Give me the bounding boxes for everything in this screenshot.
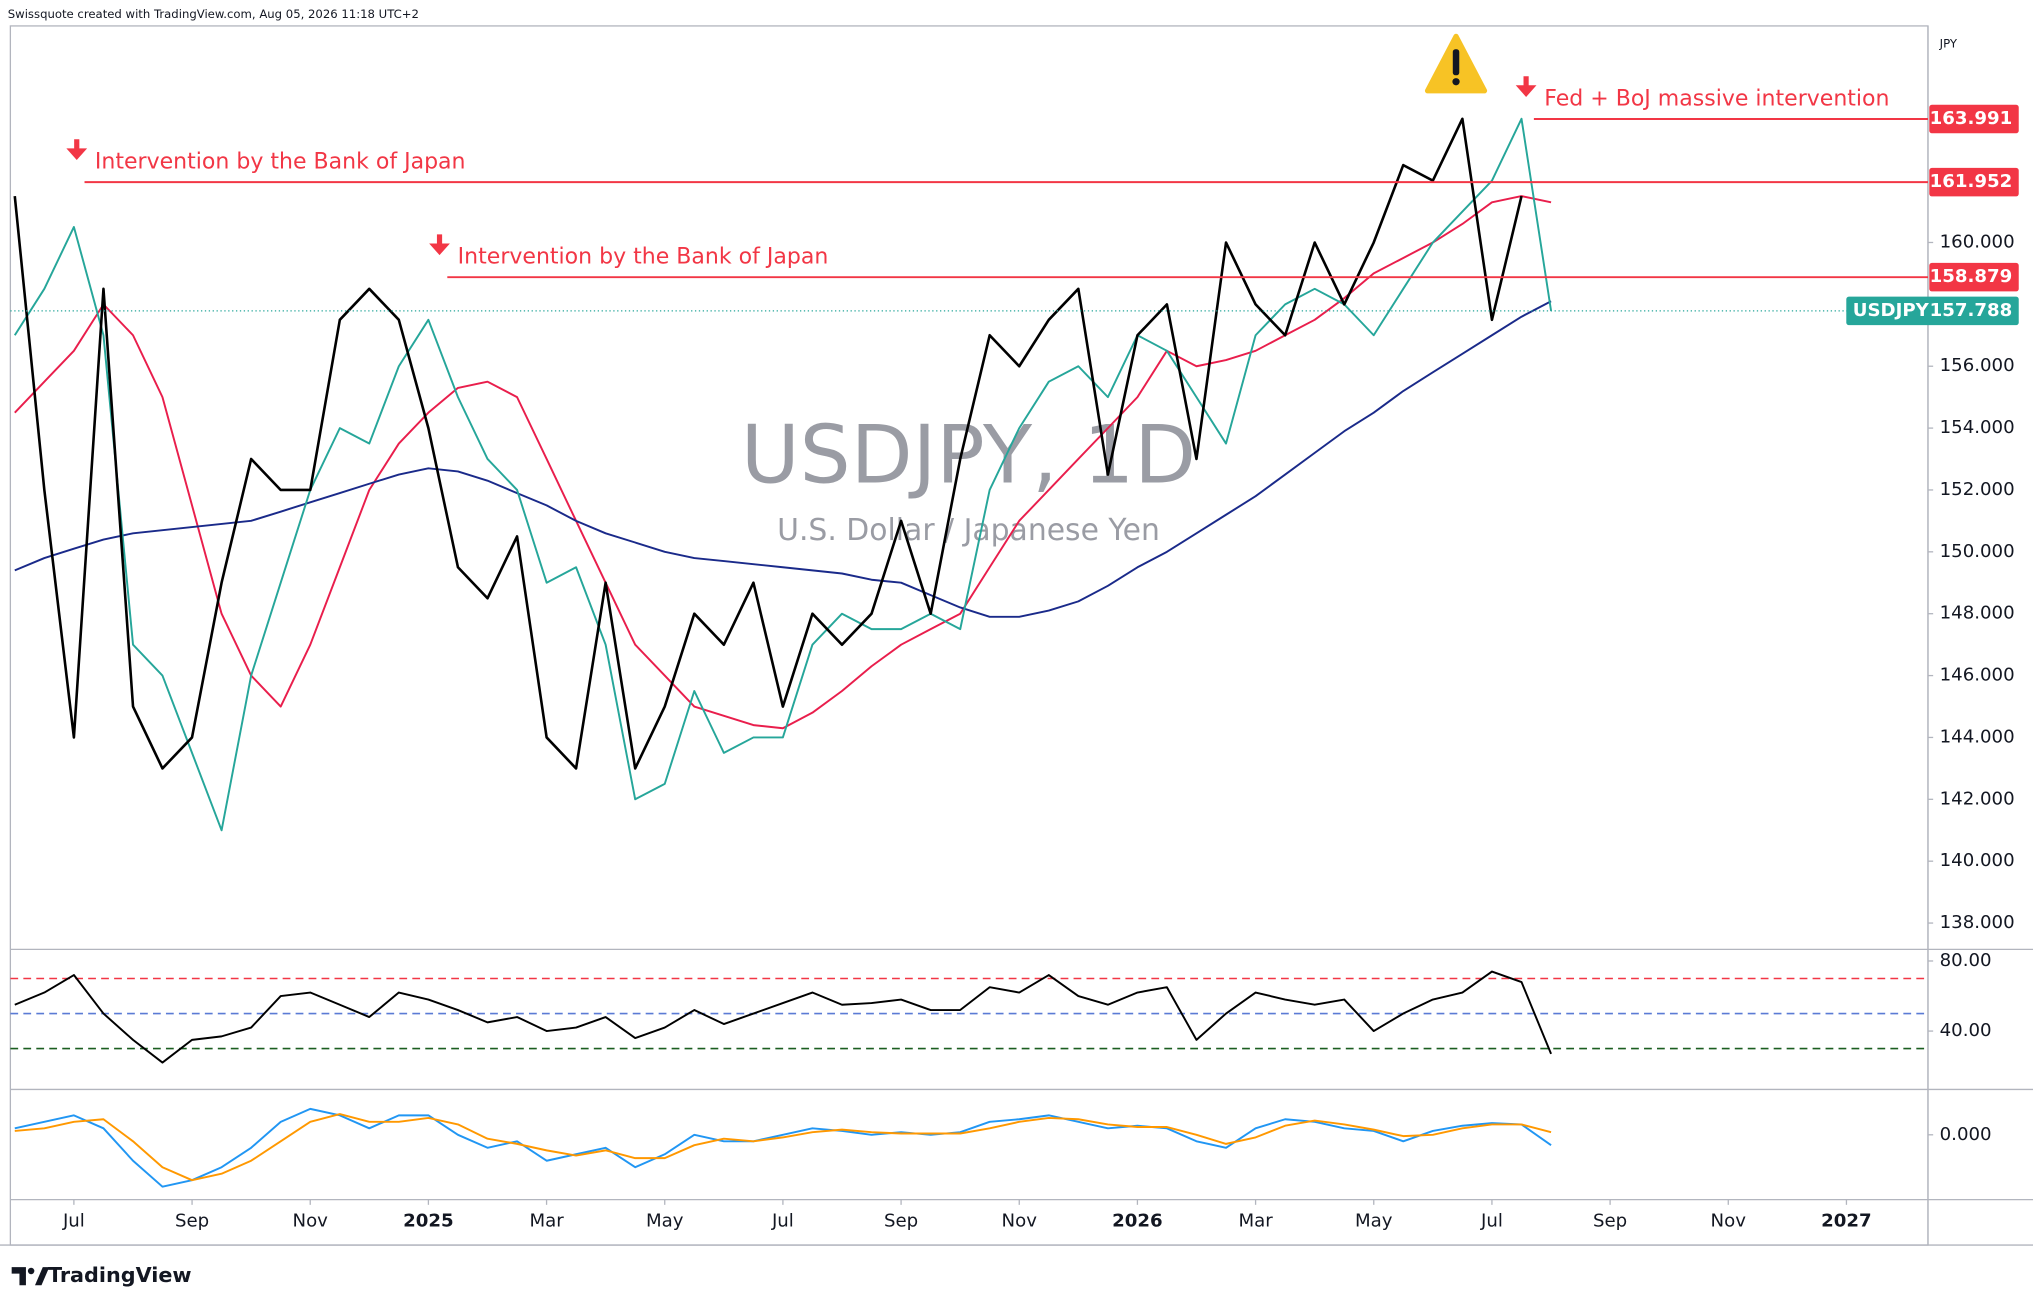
annotation: Intervention by the Bank of Japan (95, 150, 466, 175)
x-tick-label: 2025 (403, 1211, 453, 1232)
x-tick-label: May (646, 1211, 684, 1232)
x-tick-label: Mar (1238, 1211, 1273, 1232)
footer-brand: TradingView (48, 1263, 192, 1287)
x-tick-label: Sep (884, 1211, 918, 1232)
x-tick-label: Nov (1711, 1211, 1747, 1232)
x-tick-label: Jul (62, 1211, 85, 1232)
symbol-label: USDJPY (1853, 300, 1930, 321)
plot-border (9, 25, 1929, 1246)
price-label: 161.952 (1930, 171, 2013, 192)
x-tick-label: May (1355, 1211, 1393, 1232)
last-price-label: 157.788 (1930, 300, 2013, 321)
price-label-box (1929, 262, 2019, 292)
x-tick-label: Nov (1002, 1211, 1038, 1232)
moving-average (14, 195, 1552, 730)
last-price-box (1846, 296, 2019, 326)
y-tick-label: 140.000 (1940, 850, 2015, 871)
tradingview-logo (11, 1267, 50, 1286)
x-tick-label: 2027 (1821, 1211, 1871, 1232)
y-tick-label: 146.000 (1940, 665, 2015, 686)
annotation: Intervention by the Bank of Japan (458, 245, 829, 270)
y-tick-label: 142.000 (1940, 788, 2015, 809)
y-tick-label: 80.00 (1940, 950, 1992, 971)
arrow-icon (1515, 76, 1537, 97)
macd-line (14, 1113, 1552, 1182)
y-tick-label: 138.000 (1940, 912, 2015, 933)
x-tick-label: Sep (175, 1211, 209, 1232)
y-tick-label: 150.000 (1940, 541, 2015, 562)
y-tick-label: 144.000 (1940, 726, 2015, 747)
price-label: 158.879 (1930, 266, 2013, 287)
rsi-line (14, 970, 1552, 1064)
x-tick-label: Mar (529, 1211, 564, 1232)
y-tick-label: 156.000 (1940, 355, 2015, 376)
x-tick-label: 2026 (1112, 1211, 1162, 1232)
macd-line (14, 1107, 1552, 1188)
y-tick-label: 160.000 (1940, 231, 2015, 252)
arrow-icon (429, 234, 450, 256)
y-tick-label: 154.000 (1940, 417, 2015, 438)
y-tick-label: 148.000 (1940, 603, 2015, 624)
price-label-box (1929, 104, 2019, 134)
price-label: 163.991 (1930, 108, 2013, 129)
price-label-box (1929, 167, 2019, 197)
x-tick-label: Sep (1593, 1211, 1627, 1232)
annotation: Fed + BoJ massive intervention (1544, 87, 1889, 112)
x-tick-label: Jul (771, 1211, 794, 1232)
watermark-subtitle: U.S. Dollar / Japanese Yen (777, 513, 1160, 548)
overlay-line (13, 117, 1523, 770)
header-text: Swissquote created with TradingView.com,… (8, 7, 419, 21)
x-tick-label: Jul (1480, 1211, 1503, 1232)
header-bar (0, 0, 2033, 26)
arrow-icon (66, 139, 88, 161)
y-tick-label: 40.00 (1940, 1020, 1992, 1041)
y-tick-label: 152.000 (1940, 479, 2015, 500)
currency-label: JPY (1939, 37, 1958, 51)
moving-average (14, 300, 1552, 618)
x-tick-label: Nov (293, 1211, 329, 1232)
price-line (13, 117, 1553, 832)
warning-icon (1424, 33, 1488, 94)
y-tick-label: 0.000 (1940, 1124, 1992, 1145)
